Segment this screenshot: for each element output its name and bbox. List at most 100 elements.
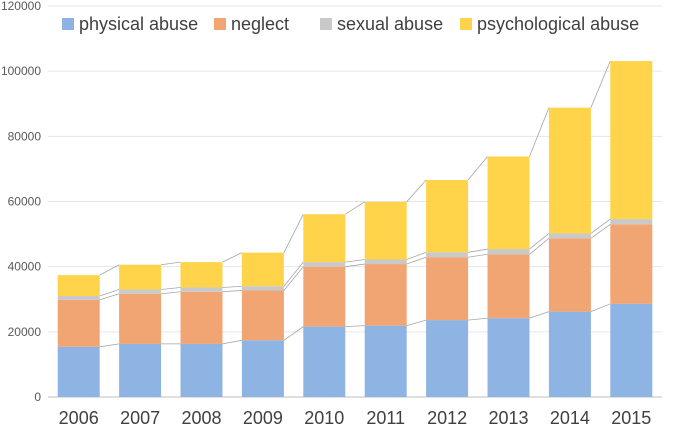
- x-tick-label: 2007: [120, 408, 160, 428]
- y-tick-label: 40000: [8, 260, 42, 274]
- bar-segment-neglect: [364, 264, 407, 326]
- series-line: [590, 223, 611, 239]
- bar-segment-psychological-abuse: [364, 201, 407, 260]
- bar-segment-physical-abuse: [241, 340, 284, 397]
- series-connector-lines: [99, 60, 611, 348]
- series-line: [161, 287, 181, 290]
- bar-segment-physical-abuse: [303, 326, 346, 397]
- series-line: [529, 238, 550, 255]
- bar-segment-sexual-abuse: [487, 249, 530, 255]
- bar-segment-neglect: [303, 266, 346, 327]
- bar-segment-psychological-abuse: [119, 264, 162, 290]
- series-line: [590, 303, 611, 313]
- bar-segment-neglect: [241, 290, 284, 341]
- x-tick-label: 2014: [550, 408, 590, 428]
- y-tick-label: 120000: [1, 0, 41, 13]
- series-line: [283, 266, 304, 291]
- bar-segment-neglect: [548, 238, 591, 312]
- bar-segment-sexual-abuse: [426, 252, 469, 258]
- series-line: [468, 253, 488, 258]
- series-line: [161, 291, 181, 295]
- bar-segment-psychological-abuse: [610, 61, 653, 220]
- bar-segment-physical-abuse: [119, 343, 162, 397]
- bar-segment-physical-abuse: [610, 303, 653, 397]
- y-tick-label: 80000: [8, 129, 42, 143]
- bar-segment-neglect: [57, 299, 100, 347]
- series-line: [283, 326, 304, 341]
- bar-segment-sexual-abuse: [610, 219, 653, 225]
- bar-segment-physical-abuse: [364, 325, 407, 397]
- bar-segment-physical-abuse: [57, 346, 100, 397]
- x-tick-label: 2015: [611, 408, 651, 428]
- y-axis-ticks: 0 20000 40000 60000 80000 100000 120000: [1, 0, 41, 404]
- series-line: [406, 179, 427, 203]
- y-tick-label: 60000: [8, 195, 42, 209]
- series-line: [283, 214, 304, 253]
- series-line: [468, 248, 488, 253]
- series-line: [161, 261, 181, 266]
- bar-segment-sexual-abuse: [548, 233, 591, 239]
- bar-segment-psychological-abuse: [241, 252, 284, 287]
- legend-label: psychological abuse: [477, 14, 639, 34]
- series-line: [467, 156, 488, 181]
- bar-segment-neglect: [119, 293, 162, 344]
- series-line: [345, 263, 365, 268]
- legend-swatch: [320, 18, 332, 30]
- series-line: [222, 290, 242, 293]
- bar-segment-psychological-abuse: [487, 156, 530, 250]
- y-tick-label: 100000: [1, 64, 41, 78]
- series-line: [345, 259, 365, 263]
- bar-segment-sexual-abuse: [57, 295, 100, 300]
- bar-segment-physical-abuse: [487, 318, 530, 397]
- legend-label: sexual abuse: [337, 14, 443, 34]
- series-line: [99, 343, 120, 348]
- bar-segment-physical-abuse: [426, 320, 469, 397]
- series-line: [345, 201, 365, 215]
- legend-swatch: [62, 18, 74, 30]
- x-tick-label: 2006: [59, 408, 99, 428]
- series-line: [99, 289, 120, 297]
- legend-label: physical abuse: [79, 14, 198, 34]
- legend-swatch: [214, 18, 226, 30]
- series-line: [222, 285, 242, 288]
- series-line: [406, 319, 427, 327]
- bar-segment-psychological-abuse: [180, 262, 223, 288]
- series-line: [590, 218, 611, 234]
- bar-segment-physical-abuse: [180, 343, 223, 397]
- bar-segment-neglect: [487, 254, 530, 319]
- bars: [57, 61, 653, 397]
- x-tick-label: 2012: [427, 408, 467, 428]
- series-line: [468, 317, 488, 321]
- bar-segment-psychological-abuse: [426, 179, 469, 253]
- series-line: [529, 233, 550, 250]
- x-tick-label: 2013: [488, 408, 528, 428]
- series-line: [283, 261, 304, 287]
- series-line: [222, 252, 243, 263]
- legend-label: neglect: [231, 14, 289, 34]
- bar-segment-psychological-abuse: [548, 107, 591, 234]
- bar-segment-psychological-abuse: [303, 214, 346, 263]
- bar-segment-neglect: [610, 224, 653, 304]
- bar-segment-psychological-abuse: [57, 275, 100, 296]
- legend-swatch: [460, 18, 472, 30]
- legend: physical abuse neglect sexual abuse psychol…: [62, 14, 639, 34]
- series-line: [406, 256, 427, 265]
- bar-segment-sexual-abuse: [303, 262, 346, 267]
- bar-segment-sexual-abuse: [180, 287, 223, 292]
- bar-segment-sexual-abuse: [364, 259, 407, 265]
- series-line: [529, 107, 550, 157]
- bar-segment-neglect: [426, 257, 469, 321]
- series-line: [99, 264, 120, 276]
- x-tick-label: 2008: [181, 408, 221, 428]
- series-line: [529, 311, 550, 319]
- x-tick-label: 2009: [243, 408, 283, 428]
- y-tick-label: 20000: [8, 325, 42, 339]
- x-tick-label: 2011: [366, 408, 405, 428]
- x-axis-ticks: 2006 2007 2008 2009 2010 2011 2012 2013 2014 2015: [59, 408, 652, 428]
- series-line: [590, 60, 611, 108]
- bar-segment-physical-abuse: [548, 311, 591, 397]
- x-tick-label: 2010: [304, 408, 344, 428]
- bar-segment-sexual-abuse: [241, 286, 284, 291]
